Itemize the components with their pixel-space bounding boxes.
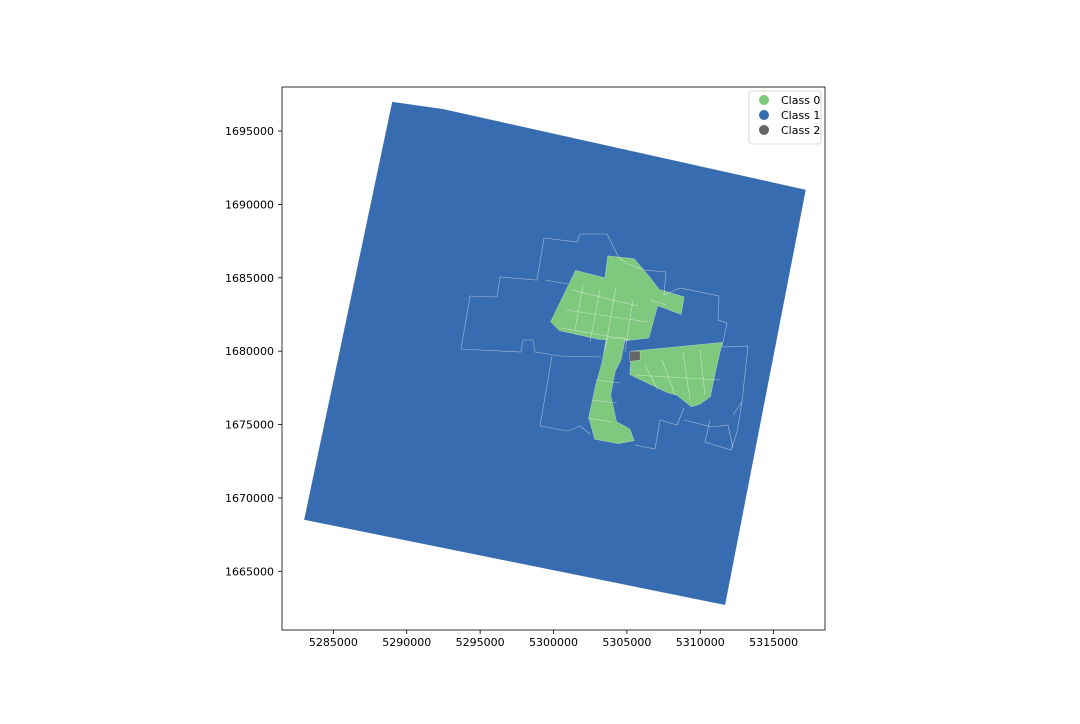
x-tick-label: 5310000 [676, 636, 725, 649]
tract-outline [649, 299, 667, 306]
tract-outline [627, 263, 749, 416]
block-outline [574, 284, 584, 331]
tract-outline [683, 419, 734, 449]
y-tick-label: 1685000 [225, 272, 274, 285]
block-outline [624, 299, 634, 353]
tract-outline [704, 401, 743, 451]
x-tick-label: 5300000 [529, 636, 578, 649]
y-tick-label: 1665000 [225, 565, 274, 578]
block-outline [571, 289, 639, 307]
legend: Class 0 Class 1 Class 2 [748, 90, 822, 145]
tract-outline [539, 355, 591, 435]
block-outline [661, 359, 676, 396]
y-axis-ticks: 1665000 1670000 1675000 1680000 1685000 16900… [225, 125, 282, 578]
block-outline [682, 351, 691, 401]
region-class-1-0 [303, 101, 807, 606]
region-class-0-2 [588, 337, 635, 444]
x-axis-ticks: 5285000 5290000 5295000 5300000 5305000 53100… [309, 630, 798, 649]
x-tick-label: 5290000 [382, 636, 431, 649]
block-outline [699, 349, 706, 396]
y-tick-label: 1680000 [225, 345, 274, 358]
tract-outline [634, 407, 685, 450]
block-outline [589, 289, 601, 343]
x-tick-label: 5315000 [749, 636, 798, 649]
block-outline [595, 379, 621, 384]
legend-label: Class 1 [781, 109, 820, 122]
region-class-2-4 [629, 350, 641, 362]
regions-layer [303, 101, 807, 606]
tract-outline [460, 237, 602, 358]
tract-outline [544, 279, 569, 285]
legend-swatch [759, 95, 769, 105]
x-tick-label: 5295000 [456, 636, 505, 649]
region-class-0-1 [550, 255, 685, 342]
block-outline [565, 309, 649, 323]
block-outline [587, 417, 613, 423]
legend-swatch [759, 110, 769, 120]
x-tick-label: 5305000 [602, 636, 651, 649]
y-tick-label: 1690000 [225, 198, 274, 211]
legend-label: Class 2 [781, 124, 820, 137]
y-tick-label: 1675000 [225, 419, 274, 432]
block-outline [644, 364, 659, 391]
x-tick-label: 5285000 [309, 636, 358, 649]
legend-swatch [759, 125, 769, 135]
legend-label: Class 0 [781, 94, 820, 107]
tract-outline [543, 233, 629, 265]
tract-outlines [460, 233, 749, 451]
region-class-0-3 [629, 342, 723, 408]
block-outline [604, 286, 617, 351]
block-outline [591, 399, 618, 404]
y-tick-label: 1695000 [225, 125, 274, 138]
y-tick-label: 1670000 [225, 492, 274, 505]
block-outline [634, 374, 721, 381]
block-outline [560, 327, 631, 341]
